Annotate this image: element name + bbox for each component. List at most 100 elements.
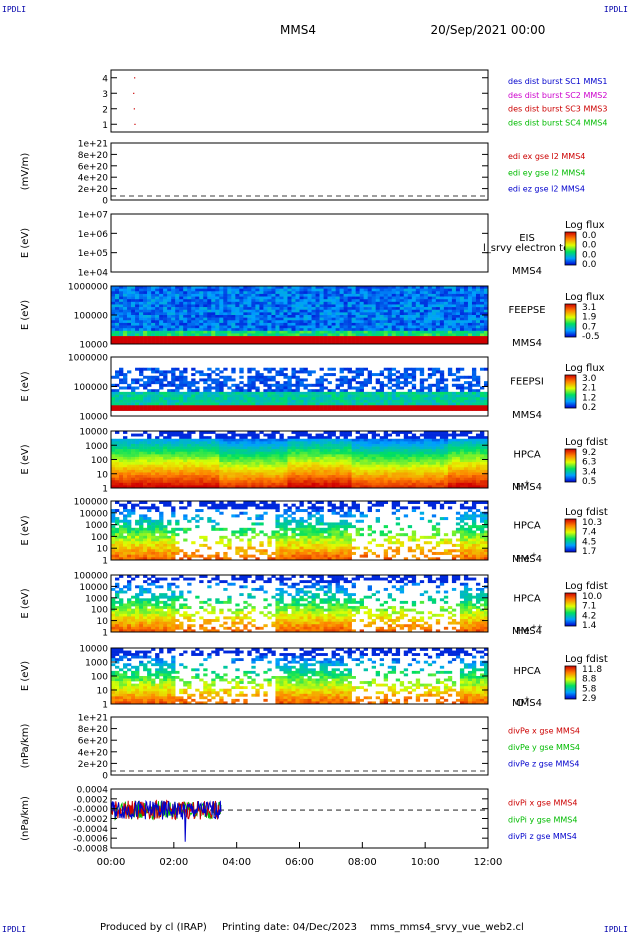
spectrogram-cell — [367, 338, 372, 342]
spectrogram-cell — [443, 378, 449, 382]
spectrogram-cell — [271, 296, 276, 300]
spectrogram-cell — [271, 399, 276, 403]
spectrogram-cell — [319, 291, 324, 295]
spectrogram-cell — [395, 407, 401, 411]
instrument-label: FEEPSI — [510, 377, 544, 388]
spectrogram-cell — [183, 469, 188, 473]
spectrogram-cell — [131, 438, 136, 442]
spectrogram-cell — [327, 399, 332, 403]
spectrogram-cell — [399, 451, 405, 455]
spectrogram-cell — [259, 446, 264, 450]
spectrogram-cell — [311, 480, 316, 484]
spectrogram-cell — [291, 397, 296, 401]
spectrogram-cell — [283, 449, 288, 453]
spectrogram-cell — [307, 322, 312, 326]
spectrogram-cell — [111, 441, 116, 445]
spectrogram-cell — [235, 397, 240, 401]
spectrogram-cell — [375, 333, 381, 337]
spectrogram-cell — [279, 469, 284, 473]
spectrogram-cell — [387, 378, 393, 382]
spectrogram-cell — [351, 397, 356, 401]
colorbar — [564, 231, 577, 266]
spectrogram-cell — [151, 328, 156, 332]
spectrogram-cell — [119, 407, 124, 411]
spectrogram-cell — [307, 459, 312, 463]
spectrogram-cell — [479, 325, 485, 329]
spectrogram-cell — [367, 341, 372, 345]
spectrogram-cell — [203, 446, 208, 450]
spectrogram-cell — [351, 402, 356, 406]
spectrogram-cell — [139, 485, 144, 489]
spectrogram-cell — [407, 456, 413, 460]
spectrogram-cell — [155, 296, 160, 300]
spectrogram-cell — [383, 307, 389, 311]
spectrogram-cell — [295, 456, 300, 460]
spectrogram-cell — [323, 441, 328, 445]
spectrogram-cell — [303, 454, 308, 458]
spectrogram-cell — [123, 472, 128, 476]
spectrogram-cell — [363, 443, 368, 447]
spectrogram-cell — [427, 475, 433, 478]
spectrogram-cell — [115, 438, 120, 442]
spectrogram-cell — [243, 472, 248, 476]
spectrogram-cell — [207, 482, 212, 486]
spectrogram-cell — [267, 309, 272, 313]
spectrogram-cell — [131, 312, 136, 316]
spectrogram-cell — [147, 443, 152, 447]
spectrogram-cell — [423, 378, 429, 382]
spectrogram-cell — [475, 309, 481, 313]
spectrogram-cell — [255, 443, 260, 447]
spectrogram-cell — [211, 286, 216, 289]
spectrogram-cell — [387, 322, 393, 326]
spectrogram-cell — [367, 317, 372, 321]
spectrogram-cell — [187, 312, 192, 316]
spectrogram-cell — [119, 367, 124, 371]
spectrogram-cell — [231, 462, 236, 465]
spectrogram-cell — [411, 397, 417, 401]
spectrogram-cell — [463, 320, 469, 324]
spectrogram-cell — [235, 464, 240, 468]
spectrogram-cell — [299, 325, 304, 329]
spectrogram-cell — [319, 407, 324, 411]
spectrogram-cell — [327, 482, 332, 486]
spectrogram-cell — [179, 397, 184, 401]
spectrogram-cell — [387, 328, 393, 332]
spectrogram-cell — [339, 472, 344, 476]
spectrogram-cell — [395, 477, 401, 481]
spectrogram-cell — [163, 482, 168, 486]
spectrogram-cell — [335, 333, 340, 337]
spectrogram-cell — [311, 307, 316, 311]
spectrogram-cell — [307, 373, 312, 377]
spectrogram-cell — [311, 454, 316, 458]
spectrogram-cell — [295, 299, 300, 303]
spectrogram-cell — [183, 449, 188, 453]
spectrogram-cell — [171, 454, 176, 458]
spectrogram-cell — [427, 407, 433, 411]
spectrogram-cell — [343, 299, 348, 303]
spectrogram-cell — [151, 438, 156, 442]
spectrogram-cell — [303, 391, 308, 395]
spectrogram-cell — [427, 288, 433, 292]
spectrogram-cell — [315, 333, 320, 337]
spectrogram-cell — [203, 469, 208, 473]
spectrogram-cell — [283, 304, 288, 308]
spectrogram-cell — [463, 375, 469, 379]
spectrogram-cell — [311, 438, 316, 442]
spectrogram-cell — [327, 330, 332, 334]
spectrogram-cell — [327, 389, 332, 393]
spectrogram-cell — [291, 469, 296, 473]
spectrogram-cell — [371, 438, 376, 442]
spectrogram-cell — [451, 288, 457, 292]
spectrogram-cell — [355, 375, 360, 379]
spectrogram-cell — [131, 381, 136, 385]
spectrogram-cell — [263, 288, 268, 292]
spectrogram-cell — [395, 333, 401, 337]
spectrogram-cell — [443, 336, 449, 340]
spectrogram-cell — [259, 469, 264, 473]
spectrogram-cell — [363, 472, 368, 476]
spectrogram-cell — [123, 299, 128, 303]
spectrogram-cell — [431, 469, 437, 473]
spectrogram-cell — [119, 301, 124, 305]
spectrogram-cell — [247, 482, 252, 486]
spectrogram-cell — [175, 443, 180, 447]
